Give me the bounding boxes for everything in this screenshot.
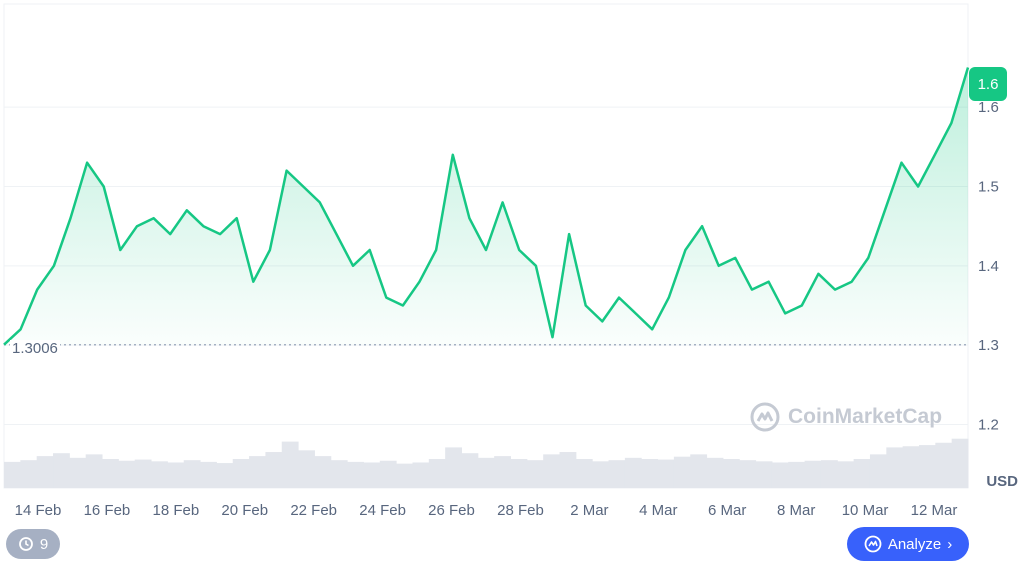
volume-bar [804,460,822,488]
open-price-label: 1.3006 [10,340,60,357]
volume-bar [559,452,577,488]
volume-bar [167,462,185,488]
price-area-layer [3,67,970,346]
volume-bar [53,453,70,488]
volume-bar [396,463,413,488]
volume-bar [510,459,528,488]
volume-bar [477,457,495,488]
volume-bar [118,460,136,488]
volume-bar [690,454,708,488]
volume-bar [951,438,969,488]
volume-bar [592,461,610,488]
volume-bar [461,453,479,488]
analyze-label: Analyze [887,535,942,553]
volume-bar [771,462,789,488]
volume-bar [4,461,21,488]
current-price-tag: 1.6 [969,67,1007,101]
volume-bar [183,460,201,488]
x-tick-label: 18 Feb [152,502,199,519]
x-tick-label: 12 Mar [911,502,958,519]
analyze-icon [864,535,882,553]
volume-bar [755,461,773,488]
history-icon [18,537,33,551]
volume-bar [673,456,691,488]
coinmarketcap-logo-icon [750,402,780,432]
y-tick-label: 1.2 [978,417,999,434]
volume-bar [330,460,348,488]
y-axis-labels: 1.2 1.3 1.4 1.5 1.6 [978,99,999,433]
volume-bar [494,456,512,488]
volume-bar [722,459,740,488]
x-tick-label: 24 Feb [359,502,406,519]
volume-bar [886,447,904,488]
price-area [4,67,968,345]
analyze-button[interactable]: Analyze › [847,527,969,561]
x-tick-label: 6 Mar [708,502,746,519]
y-tick-label: 1.6 [978,99,999,116]
chevron-right-icon: › [947,535,953,553]
volume-bar [281,441,299,488]
volume-bar [853,459,871,488]
x-tick-label: 4 Mar [639,502,677,519]
volume-bar [820,460,838,488]
history-button[interactable]: 9 [6,529,60,559]
x-tick-label: 10 Mar [842,502,889,519]
x-tick-label: 26 Feb [428,502,475,519]
volume-bar [788,461,806,488]
volume-bar [298,450,315,488]
volume-bar [543,454,561,488]
x-tick-label: 14 Feb [15,502,62,519]
volume-bar [657,459,675,488]
volume-bar [641,459,659,488]
volume-bar [706,457,724,488]
x-tick-label: 22 Feb [290,502,337,519]
x-tick-label: 16 Feb [84,502,131,519]
volume-bar [869,454,887,488]
volume-bar [363,462,381,488]
volume-layer [4,438,969,488]
volume-bar [445,447,462,488]
history-count: 9 [39,535,49,553]
volume-bar [151,461,168,488]
volume-bar [837,461,855,488]
volume-bar [69,457,87,488]
volume-bar [249,456,266,488]
volume-bar [739,460,757,488]
y-tick-label: 1.5 [978,178,999,195]
volume-bar [347,461,364,488]
volume-bar [379,460,397,488]
volume-bar [526,460,544,488]
coinmarketcap-watermark: CoinMarketCap [750,402,942,432]
x-axis-labels: 14 Feb 16 Feb 18 Feb 20 Feb 22 Feb 24 Feb 26 F… [15,502,958,519]
x-tick-label: 8 Mar [777,502,815,519]
currency-label: USD [986,473,1018,490]
volume-bar [36,456,54,488]
x-tick-label: 2 Mar [570,502,608,519]
volume-bar [902,446,920,488]
price-line [3,67,970,346]
volume-bar [608,460,626,488]
volume-bar [575,459,593,488]
x-tick-label: 20 Feb [221,502,268,519]
volume-bar [216,463,234,488]
volume-bar [624,457,642,488]
volume-bar [412,462,430,488]
volume-bar [265,452,283,488]
y-tick-label: 1.3 [978,337,999,354]
volume-bar [102,459,119,488]
volume-bar [200,461,217,488]
volume-bar [935,442,953,488]
volume-bar [232,459,250,488]
volume-bar [20,460,38,488]
y-tick-label: 1.4 [978,258,999,275]
x-tick-label: 28 Feb [497,502,544,519]
volume-bar [428,459,446,488]
volume-bar [85,454,103,488]
volume-bar [918,445,936,488]
volume-bar [314,456,332,488]
volume-bar [134,459,152,488]
watermark-text: CoinMarketCap [788,405,943,428]
